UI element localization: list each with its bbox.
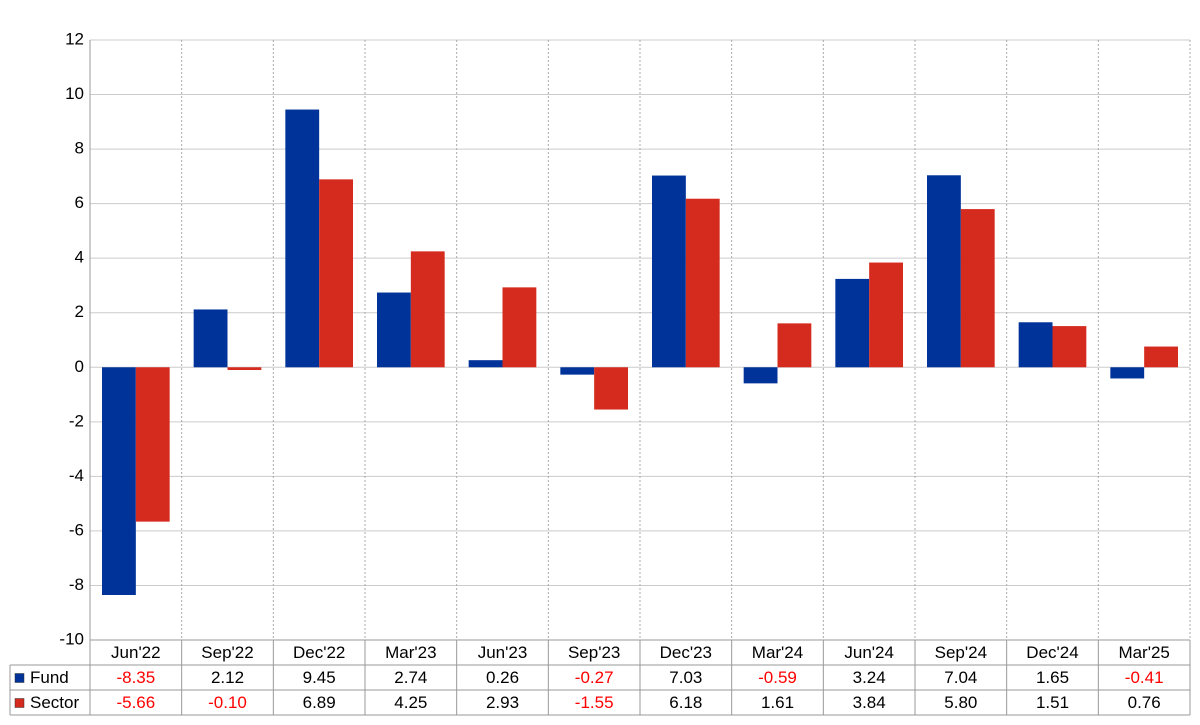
table-value: 1.51	[1036, 693, 1069, 712]
legend-label: Sector	[30, 693, 79, 712]
bar	[835, 278, 870, 368]
bar	[1018, 322, 1053, 368]
y-tick-label: -10	[59, 629, 84, 648]
bar	[227, 367, 262, 370]
bar	[560, 367, 595, 375]
y-tick-label: 10	[65, 84, 84, 103]
bar	[652, 175, 686, 368]
x-tick-label: Dec'22	[293, 643, 345, 662]
bar	[869, 262, 903, 368]
y-tick-label: -4	[69, 466, 84, 485]
bar	[685, 198, 720, 368]
bar	[743, 367, 778, 384]
table-value: 7.03	[669, 668, 702, 687]
x-tick-label: Sep'23	[568, 643, 620, 662]
bar	[594, 367, 628, 410]
bar	[410, 251, 445, 368]
x-tick-label: Dec'24	[1026, 643, 1078, 662]
table-value: -0.10	[208, 693, 247, 712]
x-tick-label: Jun'24	[844, 643, 894, 662]
table-value: 7.04	[944, 668, 977, 687]
bar	[502, 287, 537, 368]
table-value: 2.93	[486, 693, 519, 712]
x-tick-label: Mar'25	[1118, 643, 1169, 662]
bar	[319, 179, 353, 368]
table-value: -1.55	[575, 693, 614, 712]
bar	[468, 360, 503, 368]
bar	[1052, 326, 1087, 368]
bar	[1110, 367, 1145, 379]
bar	[960, 209, 995, 368]
bar	[927, 175, 961, 368]
bar	[777, 323, 812, 368]
table-value: -5.66	[116, 693, 155, 712]
x-tick-label: Sep'22	[201, 643, 253, 662]
x-tick-label: Mar'23	[385, 643, 436, 662]
table-value: 1.61	[761, 693, 794, 712]
table-value: -0.59	[758, 668, 797, 687]
table-value: 0.26	[486, 668, 519, 687]
table-value: 1.65	[1036, 668, 1069, 687]
y-tick-label: -6	[69, 520, 84, 539]
legend-swatch	[14, 673, 25, 683]
y-tick-label: 0	[75, 357, 84, 376]
legend-swatch	[14, 698, 25, 708]
bar	[1144, 346, 1178, 368]
bar	[102, 367, 136, 595]
y-tick-label: 8	[75, 139, 84, 158]
table-value: 2.12	[211, 668, 244, 687]
x-tick-label: Jun'22	[111, 643, 161, 662]
bar	[135, 367, 170, 522]
bar	[377, 292, 411, 368]
table-value: 9.45	[303, 668, 336, 687]
table-value: 5.80	[944, 693, 977, 712]
y-tick-label: 6	[75, 193, 84, 212]
legend-label: Fund	[30, 668, 69, 687]
x-tick-label: Jun'23	[478, 643, 528, 662]
x-tick-label: Dec'23	[660, 643, 712, 662]
bar	[285, 109, 320, 368]
table-value: 6.89	[303, 693, 336, 712]
y-tick-label: 2	[75, 302, 84, 321]
table-value: -0.27	[575, 668, 614, 687]
x-tick-label: Sep'24	[935, 643, 987, 662]
y-tick-label: 12	[65, 29, 84, 48]
table-value: 0.76	[1128, 693, 1161, 712]
table-value: 2.74	[394, 668, 427, 687]
y-tick-label: -8	[69, 575, 84, 594]
table-value: 3.84	[853, 693, 886, 712]
x-tick-label: Mar'24	[752, 643, 803, 662]
y-tick-label: 4	[75, 248, 84, 267]
table-value: 3.24	[853, 668, 886, 687]
y-tick-label: -2	[69, 411, 84, 430]
table-value: -0.41	[1125, 668, 1164, 687]
table-value: 6.18	[669, 693, 702, 712]
table-value: 4.25	[394, 693, 427, 712]
table-value: -8.35	[116, 668, 155, 687]
bar	[193, 309, 228, 368]
